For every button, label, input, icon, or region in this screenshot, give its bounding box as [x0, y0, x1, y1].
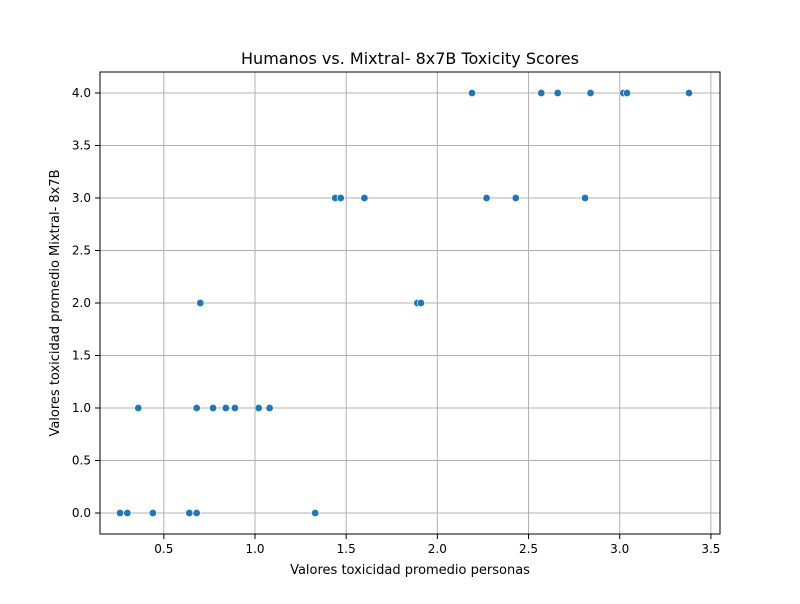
x-tick-label: 1.0	[245, 542, 264, 556]
data-point	[196, 298, 205, 307]
y-tick-label: 4.0	[72, 86, 91, 100]
data-points	[116, 89, 693, 517]
x-axis-label: Valores toxicidad promedio personas	[290, 563, 530, 578]
x-tick-label: 2.0	[428, 542, 447, 556]
x-tick-label: 0.5	[154, 542, 173, 556]
data-point	[254, 403, 263, 412]
data-point	[684, 89, 693, 98]
y-tick-label: 2.0	[72, 296, 91, 310]
x-axis-ticks: 0.5 1.0 1.5 2.0 2.5 3.0 3.5	[154, 534, 720, 556]
data-point	[482, 194, 491, 203]
grid-lines	[100, 72, 720, 534]
data-point	[581, 194, 590, 203]
data-point	[311, 508, 320, 517]
data-point	[230, 403, 239, 412]
x-tick-label: 1.5	[337, 542, 356, 556]
data-point	[123, 508, 132, 517]
data-point	[209, 403, 218, 412]
data-point	[265, 403, 274, 412]
chart-title: Humanos vs. Mixtral- 8x7B Toxicity Score…	[241, 49, 579, 68]
y-axis-ticks: 0.0 0.5 1.0 1.5 2.0 2.5 3.0 3.5 4.0	[72, 86, 100, 520]
y-tick-label: 0.0	[72, 506, 91, 520]
y-tick-label: 1.0	[72, 401, 91, 415]
data-point	[537, 89, 546, 98]
data-point	[116, 508, 125, 517]
y-tick-label: 1.5	[72, 349, 91, 363]
data-point	[148, 508, 157, 517]
y-tick-label: 0.5	[72, 454, 91, 468]
x-tick-label: 3.0	[610, 542, 629, 556]
y-tick-label: 3.0	[72, 191, 91, 205]
data-point	[586, 89, 595, 98]
data-point	[360, 194, 369, 203]
data-point	[511, 194, 520, 203]
data-point	[622, 89, 631, 98]
data-point	[467, 89, 476, 98]
data-point	[416, 298, 425, 307]
data-point	[336, 194, 345, 203]
data-point	[185, 508, 194, 517]
y-tick-label: 2.5	[72, 244, 91, 258]
data-point	[192, 508, 201, 517]
data-point	[134, 403, 143, 412]
data-point	[221, 403, 230, 412]
data-point	[192, 403, 201, 412]
y-axis-label: Valores toxicidad promedio Mixtral- 8x7B	[48, 169, 63, 436]
x-tick-label: 2.5	[519, 542, 538, 556]
y-tick-label: 3.5	[72, 139, 91, 153]
x-tick-label: 3.5	[701, 542, 720, 556]
data-point	[553, 89, 562, 98]
